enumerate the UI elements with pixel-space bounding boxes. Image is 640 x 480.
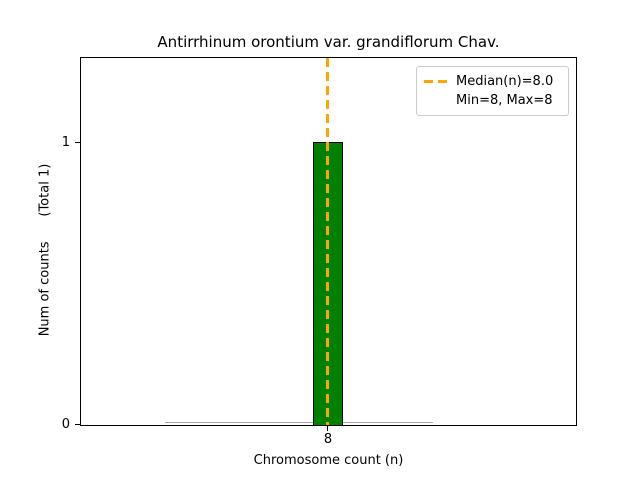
y-tick-mark-1	[75, 142, 80, 143]
plot-area: Median(n)=8.0 Min=8, Max=8	[80, 57, 577, 426]
x-tick-mark-8	[327, 426, 328, 431]
median-line	[326, 58, 329, 425]
legend-entry-minmax: Min=8, Max=8	[424, 91, 561, 110]
chart-title: Antirrhinum orontium var. grandiflorum C…	[157, 33, 500, 51]
y-tick-label-0: 0	[61, 417, 70, 432]
legend-entry-median: Median(n)=8.0	[424, 72, 561, 91]
x-tick-label-8: 8	[323, 432, 333, 447]
legend-label-median: Median(n)=8.0	[456, 74, 554, 89]
legend-label-minmax: Min=8, Max=8	[456, 93, 553, 108]
y-axis-label: Num of counts (Total 1)	[37, 163, 53, 337]
zero-height-bins-edge	[165, 422, 433, 423]
legend-marker-empty	[424, 99, 448, 102]
x-axis-label: Chromosome count (n)	[253, 453, 404, 468]
median-dash-marker-icon	[424, 80, 448, 83]
legend: Median(n)=8.0 Min=8, Max=8	[416, 66, 569, 116]
y-tick-label-1: 1	[61, 135, 70, 150]
y-tick-mark-0	[75, 424, 80, 425]
